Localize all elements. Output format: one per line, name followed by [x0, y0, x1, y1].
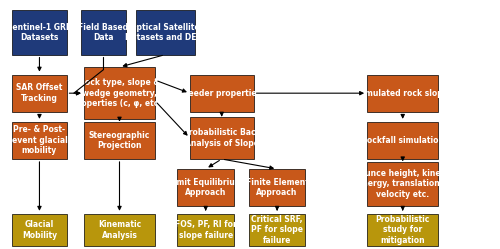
Text: Glacial
Mobility: Glacial Mobility [22, 220, 57, 240]
Text: Limit Equilibrium
Approach: Limit Equilibrium Approach [169, 178, 242, 197]
Text: Seeder properties: Seeder properties [182, 89, 261, 98]
Text: Simulated rock slope: Simulated rock slope [357, 89, 448, 98]
FancyBboxPatch shape [12, 74, 66, 112]
Text: Bounce height, kinetic
energy, translational
velocity etc.: Bounce height, kinetic energy, translati… [354, 169, 452, 199]
FancyBboxPatch shape [12, 214, 66, 246]
Text: Rock type, slope &
wedge geometry,
properties (c, φ, etc.,): Rock type, slope & wedge geometry, prope… [72, 78, 168, 108]
FancyBboxPatch shape [178, 169, 234, 206]
Text: Finite Element
Approach: Finite Element Approach [246, 178, 308, 197]
Text: Kinematic
Analysis: Kinematic Analysis [98, 220, 141, 240]
Text: Pre- & Post-
event glacial
mobility: Pre- & Post- event glacial mobility [12, 125, 68, 155]
FancyBboxPatch shape [82, 10, 126, 55]
Text: Sentinel-1 GRD
Datasets: Sentinel-1 GRD Datasets [7, 23, 72, 42]
FancyBboxPatch shape [178, 214, 234, 246]
Text: Field Based
Data: Field Based Data [78, 23, 128, 42]
FancyBboxPatch shape [249, 169, 306, 206]
Text: FOS, PF, RI for
slope failure: FOS, PF, RI for slope failure [175, 220, 236, 240]
FancyBboxPatch shape [12, 10, 66, 55]
Text: Optical Satellite
Datasets and DEM: Optical Satellite Datasets and DEM [126, 23, 204, 42]
FancyBboxPatch shape [84, 67, 155, 119]
FancyBboxPatch shape [249, 214, 306, 246]
FancyBboxPatch shape [84, 214, 155, 246]
Text: Rockfall simulation: Rockfall simulation [361, 136, 444, 145]
FancyBboxPatch shape [84, 122, 155, 159]
FancyBboxPatch shape [367, 122, 438, 159]
FancyBboxPatch shape [136, 10, 194, 55]
FancyBboxPatch shape [12, 122, 66, 159]
Text: Stereographic
Projection: Stereographic Projection [89, 131, 150, 150]
Text: Probabilistic Back
Analysis of Slope: Probabilistic Back Analysis of Slope [183, 128, 260, 148]
FancyBboxPatch shape [190, 74, 254, 112]
Text: Critical SRF,
PF for slope
failure: Critical SRF, PF for slope failure [251, 215, 303, 245]
FancyBboxPatch shape [367, 214, 438, 246]
Text: SAR Offset
Tracking: SAR Offset Tracking [16, 83, 62, 103]
FancyBboxPatch shape [367, 74, 438, 112]
FancyBboxPatch shape [367, 162, 438, 206]
Text: Probabilistic
study for
mitigation: Probabilistic study for mitigation [376, 215, 430, 245]
FancyBboxPatch shape [190, 117, 254, 159]
